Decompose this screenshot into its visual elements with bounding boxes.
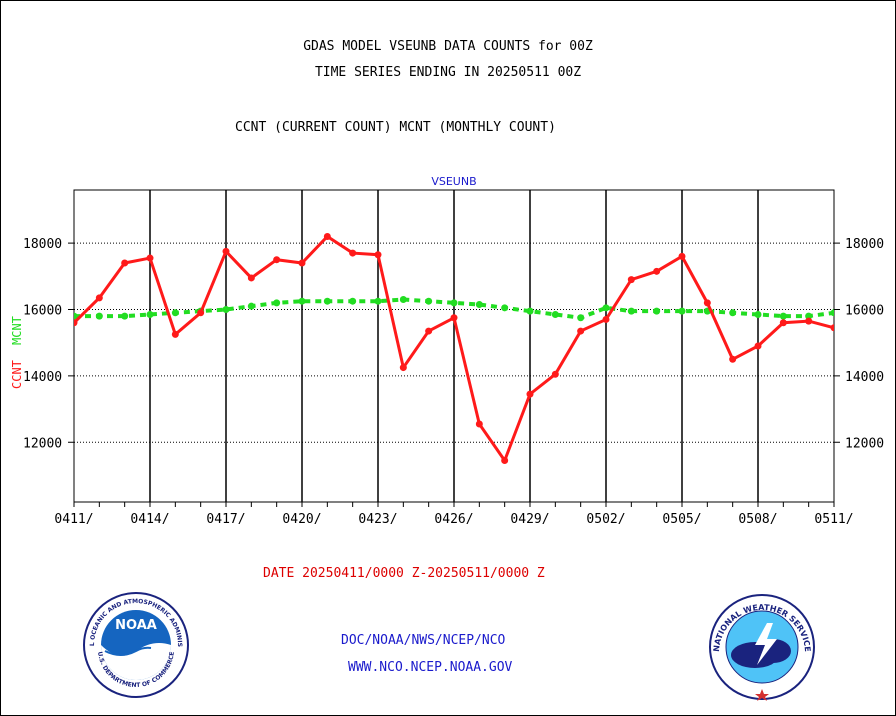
y-tick-label-right: 16000 xyxy=(845,303,884,318)
x-tick-label: 0429/ xyxy=(510,512,549,527)
data-point-mcnt xyxy=(678,307,686,315)
data-point-mcnt xyxy=(779,312,787,320)
data-point-ccnt xyxy=(222,247,230,255)
nws-logo: NATIONAL WEATHER SERVICE xyxy=(709,594,815,701)
data-point-mcnt xyxy=(171,309,179,317)
y-tick-label-right: 14000 xyxy=(845,370,884,385)
chart-subtitle: CCNT (CURRENT COUNT) MCNT (MONTHLY COUNT… xyxy=(235,120,556,135)
data-point-mcnt xyxy=(475,301,483,309)
data-point-ccnt xyxy=(830,324,834,332)
y-tick-label-left: 18000 xyxy=(23,237,62,252)
data-point-ccnt xyxy=(526,390,534,398)
data-point-ccnt xyxy=(95,294,103,302)
data-point-mcnt xyxy=(602,304,610,312)
data-point-ccnt xyxy=(627,276,635,284)
y-tick-label-left: 14000 xyxy=(23,370,62,385)
y-axis-label-ccnt: CCNT xyxy=(10,360,24,389)
data-point-mcnt xyxy=(425,297,433,305)
date-range-label: DATE 20250411/0000 Z-20250511/0000 Z xyxy=(263,566,545,581)
data-point-ccnt xyxy=(551,370,559,378)
data-point-ccnt xyxy=(171,330,179,338)
data-point-ccnt xyxy=(602,315,610,323)
data-point-mcnt xyxy=(551,310,559,318)
noaa-logo-text: NOAA xyxy=(115,618,157,633)
noaa-logo: NOAA NATIONAL OCEANIC AND ATMOSPHERIC AD… xyxy=(81,591,189,698)
x-tick-label: 0502/ xyxy=(586,512,625,527)
website-link[interactable]: WWW.NCO.NCEP.NOAA.GOV xyxy=(348,660,513,675)
plot-title: VSEUNB xyxy=(431,175,476,188)
data-point-mcnt xyxy=(526,307,534,315)
y-tick-label-left: 16000 xyxy=(23,303,62,318)
data-point-ccnt xyxy=(805,317,813,325)
y-axis-label: CCNT MCNT xyxy=(10,316,24,389)
x-tick-label: 0414/ xyxy=(130,512,169,527)
x-tick-label: 0417/ xyxy=(206,512,245,527)
data-point-ccnt xyxy=(703,299,711,307)
data-point-mcnt xyxy=(374,297,382,305)
x-tick-label: 0426/ xyxy=(434,512,473,527)
data-point-ccnt xyxy=(298,259,306,267)
data-point-mcnt xyxy=(830,309,834,317)
data-point-mcnt xyxy=(501,304,509,312)
data-point-ccnt xyxy=(121,259,129,267)
data-point-ccnt xyxy=(729,355,737,363)
data-point-mcnt xyxy=(577,314,585,322)
x-tick-label: 0508/ xyxy=(738,512,777,527)
data-point-mcnt xyxy=(95,312,103,320)
x-tick-label: 0411/ xyxy=(54,512,93,527)
org-label: DOC/NOAA/NWS/NCEP/NCO xyxy=(341,633,506,648)
y-axis-label-mcnt: MCNT xyxy=(10,316,24,345)
data-point-mcnt xyxy=(222,305,230,313)
data-point-ccnt xyxy=(779,319,787,327)
data-point-mcnt xyxy=(298,297,306,305)
data-point-mcnt xyxy=(121,312,129,320)
data-point-ccnt xyxy=(273,256,281,264)
data-point-ccnt xyxy=(247,274,255,282)
chart-title-line2: TIME SERIES ENDING IN 20250511 00Z xyxy=(314,65,582,80)
data-point-ccnt xyxy=(197,309,205,317)
data-point-mcnt xyxy=(349,297,357,305)
data-point-ccnt xyxy=(349,249,357,257)
y-tick-label-left: 12000 xyxy=(23,436,62,451)
data-point-ccnt xyxy=(374,251,382,259)
x-tick-label: 0511/ xyxy=(814,512,853,527)
x-tick-label: 0420/ xyxy=(282,512,321,527)
data-point-mcnt xyxy=(323,297,331,305)
data-point-ccnt xyxy=(754,342,762,350)
data-point-ccnt xyxy=(146,254,154,262)
data-point-mcnt xyxy=(627,307,635,315)
data-point-ccnt xyxy=(74,319,78,327)
data-point-mcnt xyxy=(273,299,281,307)
data-point-mcnt xyxy=(754,310,762,318)
x-tick-label: 0423/ xyxy=(358,512,397,527)
data-point-ccnt xyxy=(399,364,407,372)
data-point-ccnt xyxy=(475,420,483,428)
data-point-mcnt xyxy=(247,302,255,310)
data-point-mcnt xyxy=(450,299,458,307)
y-tick-label-right: 12000 xyxy=(845,436,884,451)
data-point-ccnt xyxy=(323,232,331,240)
data-point-ccnt xyxy=(577,327,585,335)
data-point-ccnt xyxy=(653,267,661,275)
data-point-mcnt xyxy=(805,312,813,320)
data-point-mcnt xyxy=(399,296,407,304)
data-point-ccnt xyxy=(425,327,433,335)
data-point-ccnt xyxy=(501,457,509,465)
x-tick-label: 0505/ xyxy=(662,512,701,527)
data-point-mcnt xyxy=(729,309,737,317)
chart-title-line1: GDAS MODEL VSEUNB DATA COUNTS for 00Z xyxy=(303,39,593,54)
data-point-ccnt xyxy=(450,314,458,322)
data-point-mcnt xyxy=(146,310,154,318)
data-point-ccnt xyxy=(678,252,686,260)
data-point-mcnt xyxy=(653,307,661,315)
y-tick-label-right: 18000 xyxy=(845,237,884,252)
data-point-mcnt xyxy=(74,312,78,320)
